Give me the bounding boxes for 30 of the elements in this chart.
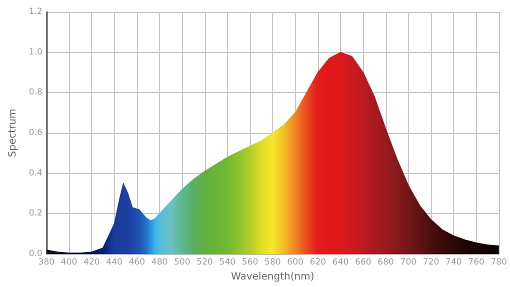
x-tick-label: 460: [128, 258, 146, 268]
x-tick-label: 400: [60, 258, 78, 268]
x-tick-label: 660: [355, 258, 372, 268]
x-tick-label: 600: [287, 258, 304, 268]
x-tick-label: 620: [310, 258, 326, 268]
y-axis-title: Spectrum: [8, 108, 18, 158]
x-tick-label: 500: [174, 258, 190, 268]
x-tick-label: 720: [422, 258, 440, 268]
x-tick-label: 380: [38, 258, 55, 268]
x-tick-label: 540: [219, 258, 236, 268]
x-tick-label: 520: [196, 258, 213, 268]
x-tick-label: 640: [332, 258, 349, 268]
x-tick-label: 780: [490, 258, 508, 268]
x-tick-label: 480: [151, 258, 168, 268]
y-tick-label: 1.0: [28, 47, 42, 58]
x-tick-label: 760: [468, 258, 484, 268]
y-tick-label: 0.2: [28, 208, 42, 219]
y-tick-label: 0.6: [28, 128, 42, 138]
x-tick-label: 580: [264, 258, 281, 268]
x-axis-title: Wavelength(nm): [231, 272, 314, 282]
x-tick-label: 700: [400, 258, 417, 268]
x-tick-label: 740: [446, 258, 462, 268]
x-tick-label: 560: [242, 258, 258, 268]
y-tick-label: 1.2: [28, 7, 42, 17]
y-tick-label: 0.0: [28, 249, 42, 259]
x-tick-label: 420: [84, 258, 100, 268]
x-tick-label: 440: [106, 258, 122, 268]
y-tick-label: 0.8: [28, 88, 42, 98]
x-tick-label: 680: [378, 258, 394, 268]
y-tick-label: 0.4: [28, 168, 42, 178]
